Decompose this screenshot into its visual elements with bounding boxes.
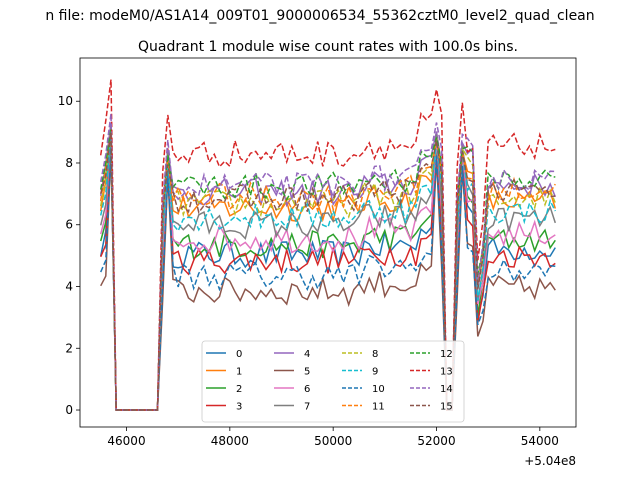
legend-label-12: 12	[440, 349, 453, 360]
legend-label-7: 7	[304, 402, 310, 413]
legend-label-15: 15	[440, 402, 453, 413]
series-line-15	[99, 132, 556, 411]
legend-label-6: 6	[304, 384, 310, 395]
series-line-9	[99, 132, 556, 411]
legend-label-9: 9	[372, 367, 378, 378]
y-tick-label: 6	[65, 218, 73, 232]
x-offset-label: +5.04e8	[524, 454, 576, 468]
series-line-14	[99, 113, 556, 411]
series-line-2	[99, 135, 556, 411]
series-line-6	[99, 132, 556, 411]
x-axis: 46000 48000 50000 52000 54000	[107, 427, 559, 448]
y-axis: 0 2 4 6 8 10	[58, 94, 80, 417]
y-tick-label: 8	[65, 156, 73, 170]
y-tick-label: 0	[65, 403, 73, 417]
x-tick-label: 52000	[417, 434, 455, 448]
x-tick-label: 50000	[314, 434, 352, 448]
legend-label-8: 8	[372, 349, 378, 360]
legend-label-0: 0	[236, 349, 242, 360]
legend-label-4: 4	[304, 349, 310, 360]
y-tick-label: 4	[65, 280, 73, 294]
legend-label-5: 5	[304, 367, 310, 378]
legend-label-14: 14	[440, 384, 453, 395]
legend-label-2: 2	[236, 384, 242, 395]
figure-suptitle: n file: modeM0/AS1A14_009T01_9000006534_…	[45, 8, 594, 24]
x-tick-label: 46000	[107, 434, 145, 448]
chart-title: Quadrant 1 module wise count rates with …	[138, 39, 518, 55]
plot-area	[99, 79, 557, 411]
legend-label-13: 13	[440, 367, 453, 378]
y-tick-label: 2	[65, 341, 73, 355]
legend-label-1: 1	[236, 367, 242, 378]
x-tick-label: 48000	[211, 434, 249, 448]
y-tick-label: 10	[58, 94, 73, 108]
series-line-10	[100, 147, 556, 411]
legend-label-3: 3	[236, 402, 242, 413]
legend-label-11: 11	[372, 402, 385, 413]
axes-frame	[79, 57, 577, 428]
series-line-11	[99, 131, 556, 411]
x-tick-label: 54000	[521, 434, 559, 448]
series-line-3	[100, 122, 556, 411]
series-line-13	[99, 79, 556, 411]
legend-label-10: 10	[372, 384, 385, 395]
legend-box	[201, 340, 465, 423]
